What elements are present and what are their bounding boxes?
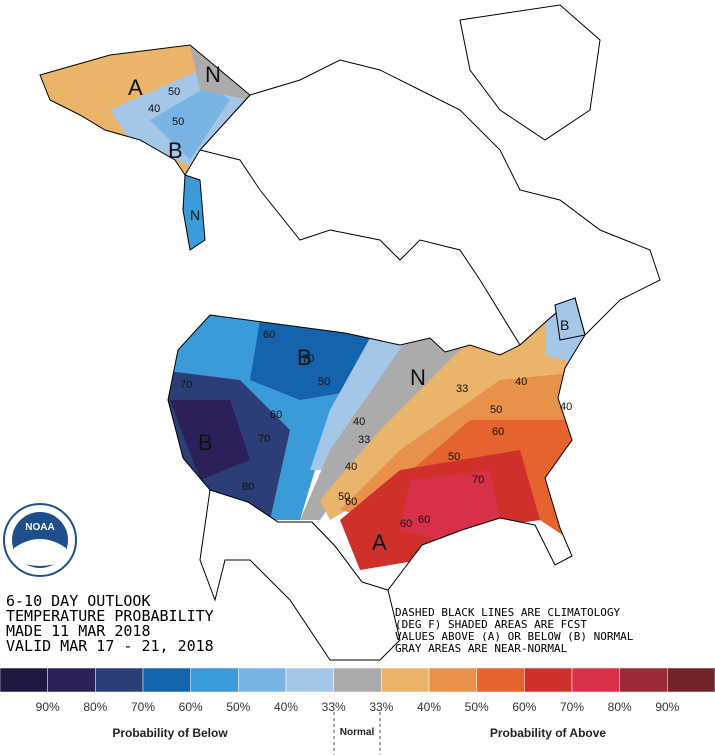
legend-title: Probability of Below bbox=[112, 726, 228, 740]
note-line: GRAY AREAS ARE NEAR-NORMAL bbox=[395, 642, 568, 655]
header-line: 6-10 DAY OUTLOOK bbox=[6, 592, 151, 610]
map-label: B bbox=[560, 317, 569, 333]
legend-swatch bbox=[667, 667, 715, 693]
header-line: VALID MAR 17 - 21, 2018 bbox=[6, 637, 214, 655]
map-label: A bbox=[372, 530, 387, 555]
contour-label: 60 bbox=[263, 329, 275, 341]
legend-swatch bbox=[47, 667, 96, 693]
map-label: B bbox=[198, 430, 213, 455]
map-label: N bbox=[205, 62, 221, 87]
legend-title: Normal bbox=[340, 727, 375, 738]
legend-swatch bbox=[381, 667, 430, 693]
legend-label: 80% bbox=[608, 700, 632, 714]
legend-swatch bbox=[619, 667, 668, 693]
note-line: VALUES ABOVE (A) OR BELOW (B) NORMAL bbox=[395, 630, 634, 643]
contour-label: 50 bbox=[490, 404, 502, 416]
legend-label: 50% bbox=[226, 700, 250, 714]
header-line: MADE 11 MAR 2018 bbox=[6, 622, 151, 640]
legend-swatch bbox=[476, 667, 525, 693]
contour-label: 33 bbox=[358, 434, 370, 446]
legend-swatch bbox=[333, 667, 382, 693]
alaska-shading bbox=[40, 45, 250, 175]
header-line: TEMPERATURE PROBABILITY bbox=[6, 607, 214, 625]
legend-label: 90% bbox=[36, 700, 60, 714]
legend-label: 33% bbox=[369, 700, 393, 714]
logo-text: NOAA bbox=[25, 522, 54, 533]
contour-labels: 5040507060507070608033405060404040506070… bbox=[148, 86, 572, 530]
bc-coast bbox=[182, 174, 206, 251]
alaska-outline bbox=[39, 44, 251, 176]
legend-swatch bbox=[571, 667, 620, 693]
legend-label: 80% bbox=[83, 700, 107, 714]
legend-swatch bbox=[190, 667, 239, 693]
legend-label: 70% bbox=[560, 700, 584, 714]
contour-label: 60 bbox=[345, 496, 357, 508]
contour-label: 40 bbox=[515, 376, 527, 388]
map-label: A bbox=[128, 75, 143, 100]
legend-label: 60% bbox=[179, 700, 203, 714]
legend-label: 50% bbox=[465, 700, 489, 714]
contour-label: 50 bbox=[172, 116, 184, 128]
legend: 90% 80% 70% 60% 50% 40% 33% 33% 40% 50% 60% 70% 80% 9… bbox=[0, 667, 715, 714]
us-outline bbox=[167, 297, 586, 591]
legend-swatch bbox=[238, 667, 287, 693]
legend-swatch bbox=[95, 667, 144, 693]
contour-label: 50 bbox=[168, 86, 180, 98]
legend-swatch bbox=[142, 667, 191, 693]
contour-label: 60 bbox=[400, 518, 412, 530]
contour-label: 50 bbox=[318, 376, 330, 388]
map-label: N bbox=[410, 365, 426, 390]
map-label: B bbox=[168, 138, 183, 163]
map-label: N bbox=[190, 207, 200, 223]
new-england bbox=[554, 297, 586, 341]
contour-label: 40 bbox=[148, 103, 160, 115]
contour-label: 40 bbox=[345, 461, 357, 473]
contour-label: 60 bbox=[492, 426, 504, 438]
contour-label: 33 bbox=[456, 383, 468, 395]
legend-label: 33% bbox=[322, 700, 346, 714]
contour-label: 70 bbox=[180, 379, 192, 391]
legend-title: Probability of Above bbox=[490, 726, 607, 740]
note-line: DASHED BLACK LINES ARE CLIMATOLOGY bbox=[395, 606, 621, 619]
legend-label: 70% bbox=[131, 700, 155, 714]
contour-label: 70 bbox=[258, 433, 270, 445]
legend-swatch bbox=[0, 667, 48, 693]
contour-label: 60 bbox=[270, 409, 282, 421]
contour-label: 40 bbox=[353, 416, 365, 428]
contour-label: 70 bbox=[472, 474, 484, 486]
contour-label: 50 bbox=[338, 491, 350, 503]
contour-label: 50 bbox=[448, 451, 460, 463]
contour-label: 60 bbox=[418, 514, 430, 526]
legend-label: 40% bbox=[417, 700, 441, 714]
legend-swatch bbox=[285, 667, 334, 693]
greenland bbox=[459, 4, 601, 141]
contour-label: 70 bbox=[302, 353, 314, 365]
map-label: B bbox=[297, 345, 312, 370]
contour-label: 40 bbox=[560, 401, 572, 413]
legend-label: 40% bbox=[274, 700, 298, 714]
legend-label: 60% bbox=[512, 700, 536, 714]
us-shading bbox=[168, 298, 585, 590]
note-line: (DEG F) SHADED AREAS ARE FCST bbox=[395, 618, 587, 631]
legend-swatch bbox=[524, 667, 573, 693]
legend-swatch bbox=[428, 667, 477, 693]
logo-wave bbox=[14, 539, 66, 566]
legend-label: 90% bbox=[655, 700, 679, 714]
contour-label: 80 bbox=[242, 481, 254, 493]
